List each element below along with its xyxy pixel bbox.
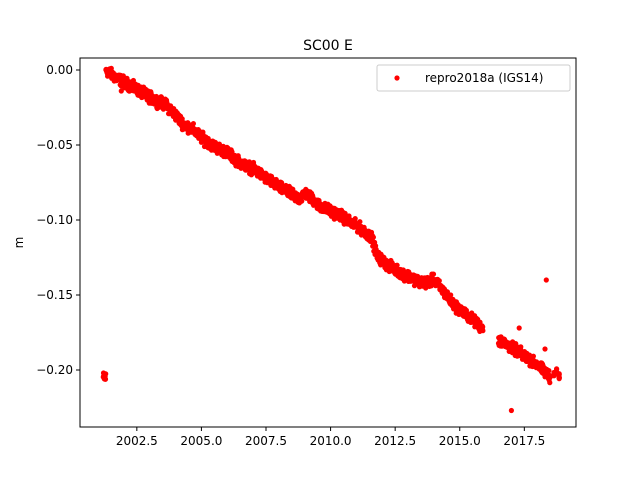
- legend-label: repro2018a (IGS14): [425, 71, 543, 85]
- data-point-2087: [547, 374, 553, 381]
- data-point-960: [299, 198, 305, 204]
- x-tick-label: 2012.5: [374, 434, 416, 448]
- data-point-12: [103, 371, 109, 377]
- data-point-outlier: [516, 325, 522, 331]
- data-point-1836: [480, 324, 486, 330]
- data-points: [100, 65, 562, 414]
- data-point-1242: [357, 219, 363, 225]
- data-point-outlier: [543, 277, 549, 283]
- y-tick-label: −0.20: [36, 363, 73, 377]
- data-point-1307: [370, 234, 376, 240]
- data-point-2086: [547, 380, 553, 386]
- data-point-1681: [448, 292, 454, 298]
- data-point-outlier: [508, 407, 514, 414]
- legend-box: [376, 64, 571, 92]
- y-axis: 0.00 −0.05 −0.10 −0.15 −0.20: [36, 63, 80, 377]
- data-point-1422: [394, 262, 400, 268]
- data-point-1837: [480, 328, 486, 334]
- legend-marker: [394, 75, 400, 81]
- data-point-2105: [556, 375, 562, 381]
- chart-title: SC00 E: [303, 38, 353, 54]
- data-point-outlier: [542, 346, 548, 352]
- data-point-436: [190, 121, 196, 127]
- data-point-2007: [530, 353, 537, 359]
- data-point-1219: [352, 216, 358, 222]
- plot-area: [79, 57, 577, 428]
- x-tick-label: 2010.0: [310, 434, 352, 448]
- y-axis-label: m: [12, 237, 26, 249]
- data-point-1946: [518, 344, 524, 350]
- data-point-outlier: [154, 95, 161, 102]
- x-tick-label: 2015.0: [439, 434, 481, 448]
- chart-title-text: SC00 E: [303, 38, 353, 54]
- data-point-11: [102, 376, 109, 382]
- x-tick-label: 2005.0: [180, 434, 222, 448]
- data-point-outlier: [144, 97, 150, 103]
- y-tick-label: −0.15: [36, 288, 73, 302]
- y-tick-label: −0.10: [36, 213, 73, 227]
- data-point-1598: [430, 271, 437, 277]
- data-point-2082: [546, 368, 552, 374]
- y-tick-label: 0.00: [46, 63, 73, 77]
- data-point-382: [179, 116, 185, 122]
- data-point-1626: [436, 278, 442, 284]
- x-tick-label: 2017.5: [503, 434, 545, 448]
- x-tick-label: 2007.5: [245, 434, 287, 448]
- data-point-outlier: [118, 88, 124, 94]
- legend: repro2018a (IGS14): [376, 64, 571, 92]
- x-tick-label: 2002.5: [116, 434, 158, 448]
- y-tick-label: −0.05: [36, 138, 73, 152]
- x-axis: 2002.5 2005.0 2007.5 2010.0 2012.5 2015.0 2017…: [116, 427, 545, 448]
